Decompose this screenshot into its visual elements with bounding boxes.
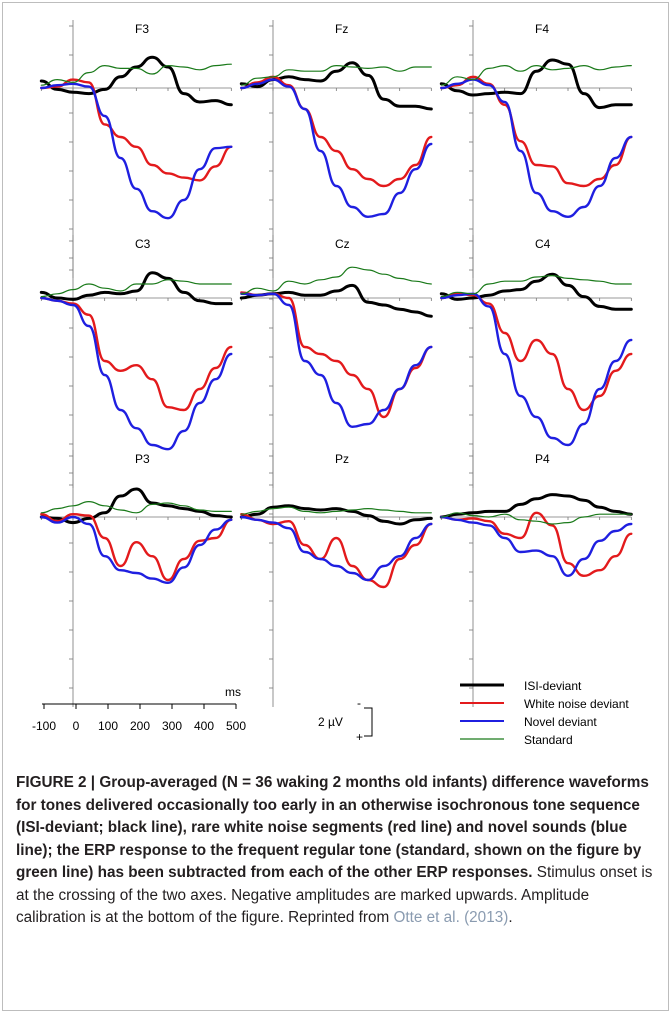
series-line-standard: [41, 280, 231, 297]
legend-label-standard: Standard: [524, 733, 573, 747]
series-line-isi-deviant: [241, 63, 431, 109]
panel-grid: F3 Fz F4 C3 Cz C4 P3 Pz P4: [41, 20, 631, 707]
amplitude-minus: -: [357, 696, 361, 710]
x-tick-label: 200: [130, 719, 150, 733]
amplitude-label: 2 µV: [318, 715, 343, 729]
amplitude-plus: +: [356, 730, 363, 744]
series-line-novel-deviant: [241, 80, 431, 217]
x-tick-label: 0: [73, 719, 80, 733]
amplitude-bracket: [364, 708, 372, 736]
panel-p3: P3: [41, 450, 231, 707]
series-line-standard: [241, 66, 431, 86]
caption-end: .: [508, 909, 512, 926]
series-line-novel-deviant: [41, 84, 231, 218]
legend-label-white-noise: White noise deviant: [524, 697, 629, 711]
caption-reference-link[interactable]: Otte et al. (2013): [394, 909, 509, 926]
x-tick-label: 400: [194, 719, 214, 733]
amplitude-calibration: - 2 µV +: [318, 696, 372, 744]
time-scale-bar: ms -100 0 100 200 300 400 500: [32, 685, 246, 733]
panel-label: C3: [135, 237, 151, 251]
panel-pz: Pz: [241, 450, 431, 707]
series-line-standard: [441, 276, 631, 297]
panel-label: C4: [535, 237, 551, 251]
series-line-white-noise-deviant: [241, 292, 431, 417]
panel-label: Fz: [335, 22, 348, 36]
legend: ISI-deviant White noise deviant Novel de…: [460, 679, 629, 747]
series-line-novel-deviant: [441, 517, 631, 576]
panel-p4: P4: [441, 450, 631, 707]
series-line-white-noise-deviant: [241, 77, 431, 186]
panel-label: Cz: [335, 237, 350, 251]
series-line-white-noise-deviant: [41, 514, 231, 580]
x-tick-label: 100: [98, 719, 118, 733]
x-tick-label: -100: [32, 719, 56, 733]
panel-label: P4: [535, 452, 550, 466]
series-line-white-noise-deviant: [41, 298, 231, 410]
legend-label-novel: Novel deviant: [524, 715, 597, 729]
legend-label-isi: ISI-deviant: [524, 679, 582, 693]
figure-caption: FIGURE 2 | Group-averaged (N = 36 waking…: [16, 772, 656, 930]
series-line-novel-deviant: [441, 80, 631, 217]
series-line-standard: [441, 66, 631, 86]
series-line-novel-deviant: [441, 294, 631, 445]
panel-cz: Cz: [241, 235, 431, 488]
panel-label: P3: [135, 452, 150, 466]
time-unit-label: ms: [225, 685, 241, 699]
series-line-isi-deviant: [441, 274, 631, 309]
series-line-novel-deviant: [41, 517, 231, 583]
series-line-white-noise-deviant: [441, 294, 631, 410]
series-line-white-noise-deviant: [41, 80, 231, 181]
x-tick-label: 500: [226, 719, 246, 733]
panel-label: Pz: [335, 452, 349, 466]
series-line-novel-deviant: [41, 298, 231, 449]
panel-c4: C4: [441, 235, 631, 488]
panel-c3: C3: [41, 235, 231, 488]
x-tick-label: 300: [162, 719, 182, 733]
panel-label: F4: [535, 22, 549, 36]
panel-label: F3: [135, 22, 149, 36]
series-line-novel-deviant: [241, 517, 431, 580]
erp-figure: F3 Fz F4 C3 Cz C4 P3 Pz P4 ms -100 0 100 200 300…: [0, 0, 671, 770]
